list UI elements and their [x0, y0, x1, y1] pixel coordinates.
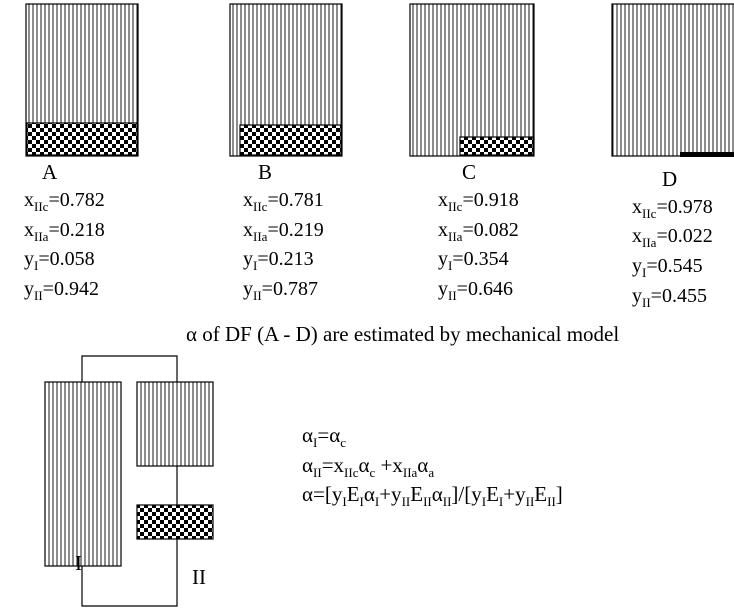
panel-a-yii: yII=0.942 — [24, 278, 99, 303]
panel-b-checkered-region — [239, 124, 342, 156]
panel-c-yii: yII=0.646 — [438, 278, 513, 303]
model-top-connector — [81, 355, 178, 382]
panel-b-xiia: xIIa=0.219 — [243, 219, 324, 244]
panel-b-yii: yII=0.787 — [243, 278, 318, 303]
panel-a: A xIIc=0.782 xIIa=0.218 yI=0.058 yII=0.9… — [24, 3, 139, 303]
caption: α of DF (A - D) are estimated by mechani… — [186, 322, 619, 346]
panel-a-label: A — [42, 160, 58, 184]
model-element-i — [44, 381, 122, 567]
panel-c-xiic: xIIc=0.918 — [438, 189, 519, 214]
equations: αI=αc αII=xIIcαc +xIIaαa α=[yIEIαI+yIIEI… — [302, 423, 563, 509]
panel-a-xiia: xIIa=0.218 — [24, 219, 105, 244]
panel-d-yi: yI=0.545 — [632, 255, 703, 280]
equation-alpha-total: α=[yIEIαI+yIIEIIαII]/[yIEI+yIIEII] — [302, 482, 563, 509]
panel-a-yi: yI=0.058 — [24, 248, 95, 273]
panel-d-striped-region — [611, 3, 734, 157]
model-element-ii-amorphous — [136, 504, 214, 540]
mechanical-model: I II — [44, 355, 214, 607]
panel-c-yi: yI=0.354 — [438, 248, 509, 273]
model-label-ii: II — [192, 565, 206, 589]
model-label-i: I — [75, 551, 82, 575]
panel-d-label: D — [662, 167, 677, 191]
equation-alpha-i: αI=αc — [302, 423, 346, 450]
panel-d-xiia: xIIa=0.022 — [632, 225, 713, 250]
panel-d-xiic: xIIc=0.978 — [632, 196, 713, 221]
panel-d: D xIIc=0.978 xIIa=0.022 yI=0.545 yII=0.4… — [611, 3, 734, 310]
equation-alpha-ii: αII=xIIcαc +xIIaαa — [302, 453, 434, 480]
panel-b-label: B — [258, 160, 272, 184]
panel-d-thin-layer — [680, 152, 734, 157]
panel-c-xiia: xIIa=0.082 — [438, 219, 519, 244]
panel-d-yii: yII=0.455 — [632, 285, 707, 310]
panel-b-xiic: xIIc=0.781 — [243, 189, 324, 214]
panel-c-label: C — [462, 160, 476, 184]
model-bottom-connector — [81, 566, 178, 607]
panel-b-yi: yI=0.213 — [243, 248, 314, 273]
panel-c-checkered-region — [459, 136, 534, 156]
panel-c: C xIIc=0.918 xIIa=0.082 yI=0.354 yII=0.6… — [409, 3, 535, 303]
model-element-ii-crystal — [136, 381, 214, 467]
panel-a-xiic: xIIc=0.782 — [24, 189, 105, 214]
panel-b: B xIIc=0.781 xIIa=0.219 yI=0.213 yII=0.7… — [229, 3, 343, 303]
panel-a-checkered-region — [26, 122, 138, 156]
panel-c-striped-region — [409, 3, 535, 157]
